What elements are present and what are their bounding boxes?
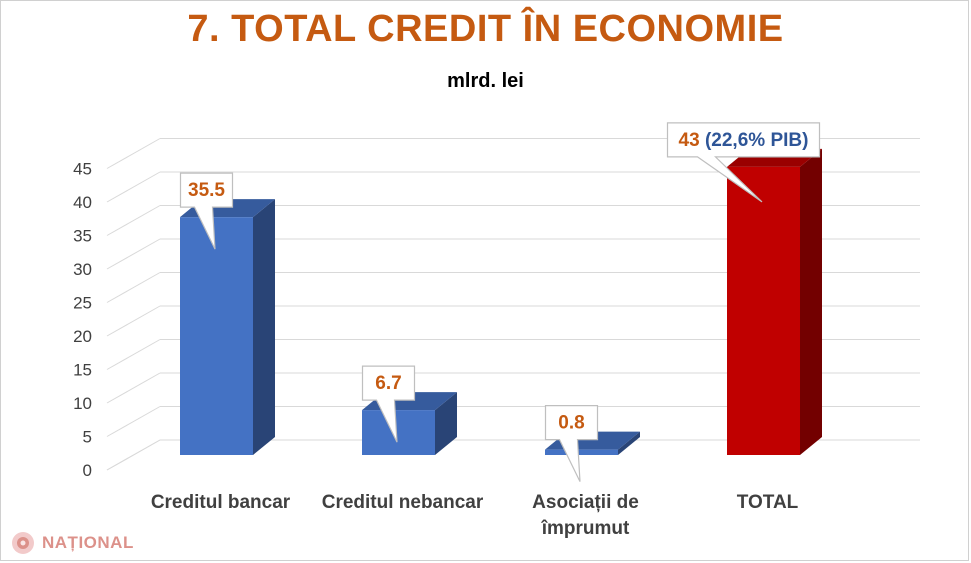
gridline-side bbox=[106, 439, 161, 471]
data-label-value: 43 bbox=[679, 130, 700, 151]
gridline-side bbox=[106, 238, 161, 270]
gridline-side bbox=[106, 406, 161, 437]
y-tick-label: 0 bbox=[83, 461, 92, 480]
gridline-side bbox=[106, 305, 161, 337]
y-tick-label: 45 bbox=[73, 160, 92, 179]
gridline-side bbox=[106, 138, 161, 169]
data-callout bbox=[544, 405, 599, 482]
data-label: 6.7 bbox=[375, 373, 401, 394]
category-label-line: Asociații de bbox=[532, 492, 639, 513]
category-label-line: Creditul nebancar bbox=[322, 492, 484, 513]
watermark: NAȚIONAL bbox=[10, 530, 134, 556]
data-callout bbox=[179, 172, 234, 250]
gridline-side bbox=[106, 272, 161, 303]
bar bbox=[727, 148, 822, 455]
data-label-annotation: (22,6% PIB) bbox=[700, 130, 809, 151]
data-label-value: 35.5 bbox=[188, 180, 225, 201]
data-label: 35.5 bbox=[188, 180, 225, 201]
y-tick-label: 25 bbox=[73, 294, 92, 313]
bar-front bbox=[180, 217, 253, 455]
y-tick-label: 15 bbox=[73, 361, 92, 380]
watermark-text: NAȚIONAL bbox=[42, 533, 134, 552]
data-callout bbox=[666, 122, 821, 203]
data-label: 43 (22,6% PIB) bbox=[679, 130, 809, 151]
chart-title: 7. TOTAL CREDIT ÎN ECONOMIE bbox=[187, 8, 784, 50]
gridline-side bbox=[106, 339, 161, 370]
category-label: TOTAL bbox=[737, 492, 799, 513]
y-tick-label: 30 bbox=[73, 260, 92, 279]
y-tick-label: 35 bbox=[73, 227, 92, 246]
category-label-line: TOTAL bbox=[737, 492, 799, 513]
category-label-line: Creditul bancar bbox=[151, 492, 291, 513]
y-tick-label: 20 bbox=[73, 327, 92, 346]
data-callout bbox=[361, 365, 416, 443]
bar-front bbox=[545, 449, 618, 455]
gridline-side bbox=[106, 372, 161, 404]
data-label: 0.8 bbox=[558, 413, 584, 434]
bar-front bbox=[727, 166, 800, 455]
bar-side bbox=[253, 199, 275, 455]
gridline-side bbox=[106, 171, 161, 203]
bar-side bbox=[435, 392, 457, 455]
y-tick-label: 5 bbox=[83, 428, 92, 447]
bar-side bbox=[800, 148, 822, 455]
bar bbox=[180, 199, 275, 455]
y-tick-label: 10 bbox=[73, 394, 92, 413]
data-label-value: 0.8 bbox=[558, 413, 584, 434]
bar-front bbox=[362, 410, 435, 455]
gridline-side bbox=[106, 205, 161, 236]
data-label-value: 6.7 bbox=[375, 373, 401, 394]
category-label: Creditul nebancar bbox=[322, 492, 484, 513]
category-label: Creditul bancar bbox=[151, 492, 291, 513]
category-label: Asociații de împrumut bbox=[532, 492, 639, 539]
chart-subtitle: mlrd. lei bbox=[447, 70, 524, 92]
bar-side bbox=[618, 431, 640, 455]
rose-logo-icon bbox=[12, 532, 34, 554]
category-label-line: împrumut bbox=[541, 518, 630, 539]
bar bbox=[362, 392, 457, 455]
y-tick-label: 40 bbox=[73, 193, 92, 212]
